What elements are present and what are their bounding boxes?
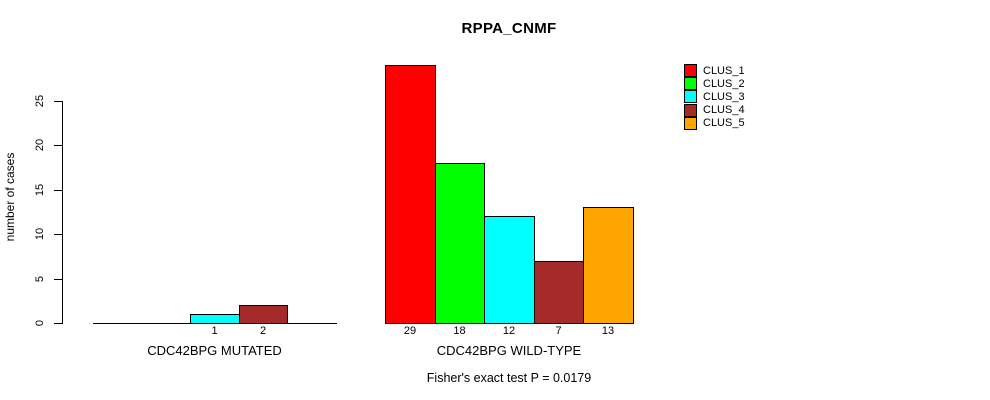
bar-clus_4 [239, 305, 288, 324]
legend-item: CLUS_3 [684, 90, 745, 104]
bar-clus_3 [190, 314, 240, 324]
y-tick-label: 25 [34, 94, 46, 107]
legend-item: CLUS_4 [684, 103, 745, 117]
legend-swatch-clus_5 [684, 116, 697, 130]
bar-clus_4 [534, 261, 584, 324]
y-tick-label: 5 [34, 275, 46, 282]
y-tick [54, 278, 62, 280]
y-tick [54, 234, 62, 235]
bar-count-label: 18 [453, 325, 466, 337]
y-tick-label: 0 [34, 319, 46, 327]
bar-count-label: 12 [502, 325, 516, 337]
legend-label: CLUS_1 [703, 64, 745, 77]
group-label: CDC42BPG MUTATED [147, 343, 282, 358]
bar-count-label: 29 [403, 325, 417, 337]
legend-swatch-clus_1 [684, 64, 697, 78]
legend: CLUS_1 CLUS_2 CLUS_3 CLUS_4 CLUS_5 [684, 64, 745, 130]
bar-count-label: 7 [555, 325, 562, 337]
y-tick [54, 189, 62, 191]
y-tick [54, 100, 62, 102]
legend-label: CLUS_4 [703, 104, 745, 117]
bar-clus_1 [385, 65, 436, 324]
legend-swatch-clus_3 [684, 90, 697, 104]
legend-label: CLUS_5 [703, 117, 745, 130]
bar-count-label: 1 [211, 325, 218, 337]
legend-item: CLUS_2 [684, 77, 745, 91]
y-axis-line [62, 100, 63, 324]
legend-item: CLUS_5 [684, 116, 745, 130]
y-tick [54, 323, 62, 324]
legend-swatch-clus_4 [684, 103, 697, 117]
legend-label: CLUS_2 [703, 77, 745, 90]
legend-label: CLUS_3 [703, 90, 745, 103]
legend-item: CLUS_1 [684, 64, 745, 78]
legend-swatch-clus_2 [684, 77, 697, 91]
y-tick [54, 145, 62, 146]
y-tick-label: 10 [34, 227, 46, 241]
group-label: CDC42BPG WILD-TYPE [436, 343, 582, 358]
bar-count-label: 13 [601, 325, 615, 337]
subtitle-fisher-test: Fisher's exact test P = 0.0179 [426, 371, 592, 385]
y-tick-label: 20 [34, 138, 46, 152]
chart-title: RPPA_CNMF [461, 20, 557, 37]
y-tick-label: 15 [34, 183, 46, 196]
bar-count-label: 2 [259, 325, 267, 337]
bar-clus_3 [484, 216, 535, 324]
bar-clus_5 [583, 207, 634, 324]
bar-clus_2 [435, 163, 485, 324]
